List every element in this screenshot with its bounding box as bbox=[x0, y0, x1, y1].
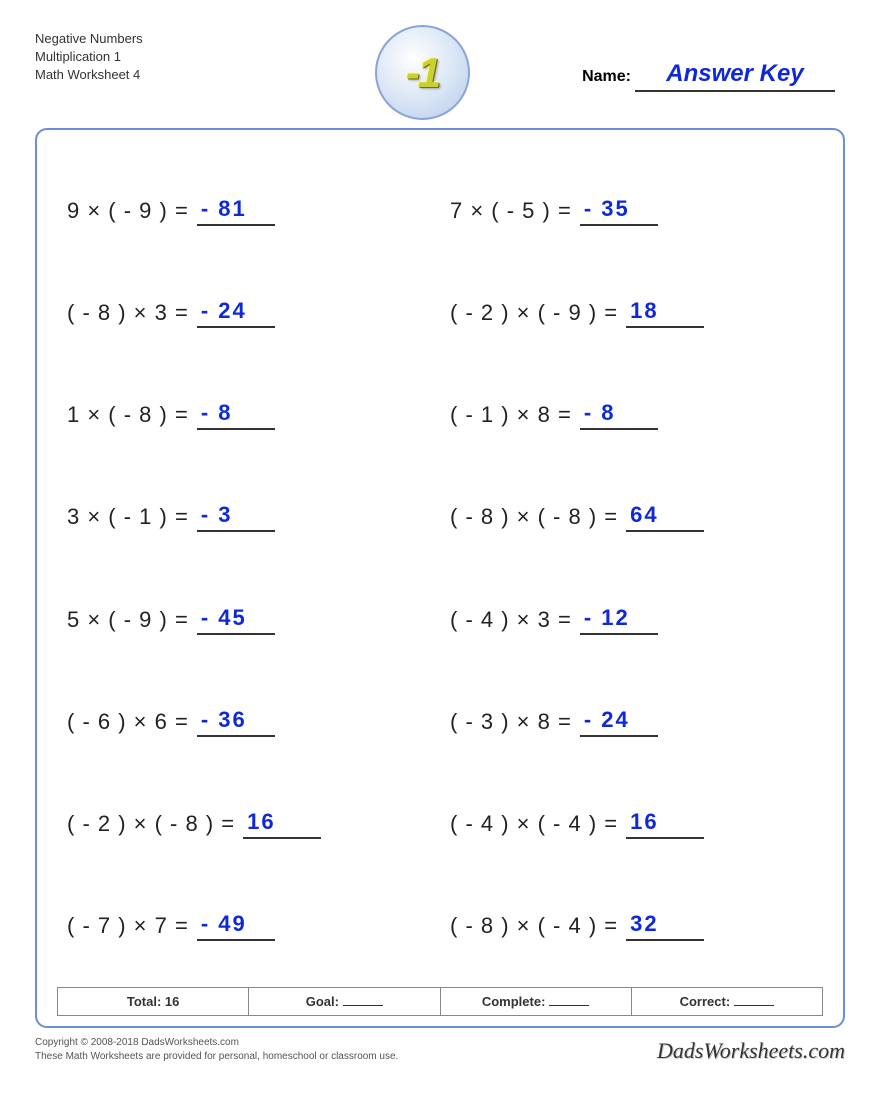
name-line: Answer Key bbox=[635, 60, 835, 92]
worksheet-header: Negative Numbers Multiplication 1 Math W… bbox=[35, 30, 845, 120]
correct-blank bbox=[734, 1005, 774, 1006]
copyright-text: Copyright © 2008-2018 DadsWorksheets.com bbox=[35, 1036, 398, 1050]
problem-row: ( - 7 ) × 7 = - 49 bbox=[67, 875, 430, 977]
problem-row: 7 × ( - 5 ) = - 35 bbox=[450, 160, 813, 262]
badge-icon: -1 bbox=[375, 25, 470, 120]
problem-expression: ( - 8 ) × ( - 4 ) = bbox=[450, 913, 618, 939]
problem-expression: ( - 6 ) × 6 = bbox=[67, 709, 189, 735]
problem-row: ( - 4 ) × ( - 4 ) = 16 bbox=[450, 773, 813, 875]
problem-answer: - 8 bbox=[197, 400, 275, 430]
problem-row: ( - 2 ) × ( - 8 ) = 16 bbox=[67, 773, 430, 875]
problem-row: ( - 4 ) × 3 = - 12 bbox=[450, 569, 813, 671]
problem-answer: - 24 bbox=[197, 298, 275, 328]
problem-row: ( - 8 ) × ( - 8 ) = 64 bbox=[450, 466, 813, 568]
problem-row: 5 × ( - 9 ) = - 45 bbox=[67, 569, 430, 671]
worksheet-title-block: Negative Numbers Multiplication 1 Math W… bbox=[35, 30, 285, 85]
problem-row: 3 × ( - 1 ) = - 3 bbox=[67, 466, 430, 568]
problem-expression: ( - 4 ) × 3 = bbox=[450, 607, 572, 633]
name-field: Name: Answer Key bbox=[582, 60, 835, 92]
score-goal: Goal: bbox=[249, 988, 440, 1015]
complete-blank bbox=[549, 1005, 589, 1006]
title-line-3: Math Worksheet 4 bbox=[35, 66, 285, 84]
problem-row: 9 × ( - 9 ) = - 81 bbox=[67, 160, 430, 262]
problem-expression: 9 × ( - 9 ) = bbox=[67, 198, 189, 224]
problem-answer: - 36 bbox=[197, 707, 275, 737]
name-label: Name: bbox=[582, 68, 631, 86]
problem-row: ( - 1 ) × 8 = - 8 bbox=[450, 364, 813, 466]
problem-row: ( - 6 ) × 6 = - 36 bbox=[67, 671, 430, 773]
problem-expression: 1 × ( - 8 ) = bbox=[67, 402, 189, 428]
problem-answer: - 3 bbox=[197, 502, 275, 532]
footer-note: These Math Worksheets are provided for p… bbox=[35, 1050, 398, 1064]
badge-text: -1 bbox=[406, 49, 439, 97]
problem-answer: 16 bbox=[243, 809, 321, 839]
problem-expression: ( - 8 ) × 3 = bbox=[67, 300, 189, 326]
title-line-1: Negative Numbers bbox=[35, 30, 285, 48]
problem-row: 1 × ( - 8 ) = - 8 bbox=[67, 364, 430, 466]
problem-expression: 3 × ( - 1 ) = bbox=[67, 504, 189, 530]
problem-row: ( - 2 ) × ( - 9 ) = 18 bbox=[450, 262, 813, 364]
problem-expression: ( - 2 ) × ( - 9 ) = bbox=[450, 300, 618, 326]
problems-grid: 9 × ( - 9 ) = - 81 7 × ( - 5 ) = - 35 ( - 8 … bbox=[57, 160, 823, 977]
problem-row: ( - 3 ) × 8 = - 24 bbox=[450, 671, 813, 773]
problem-row: ( - 8 ) × 3 = - 24 bbox=[67, 262, 430, 364]
brand-logo: DadsWorksheets.com bbox=[657, 1038, 845, 1064]
problem-answer: - 49 bbox=[197, 911, 275, 941]
problem-expression: ( - 2 ) × ( - 8 ) = bbox=[67, 811, 235, 837]
problem-expression: ( - 3 ) × 8 = bbox=[450, 709, 572, 735]
problem-expression: ( - 4 ) × ( - 4 ) = bbox=[450, 811, 618, 837]
score-row: Total: 16 Goal: Complete: Correct: bbox=[57, 987, 823, 1016]
problem-expression: 5 × ( - 9 ) = bbox=[67, 607, 189, 633]
problem-expression: 7 × ( - 5 ) = bbox=[450, 198, 572, 224]
problem-expression: ( - 1 ) × 8 = bbox=[450, 402, 572, 428]
worksheet-footer: Copyright © 2008-2018 DadsWorksheets.com… bbox=[35, 1036, 845, 1064]
problem-answer: - 35 bbox=[580, 196, 658, 226]
score-correct: Correct: bbox=[632, 988, 822, 1015]
answer-key-text: Answer Key bbox=[666, 60, 803, 87]
problem-answer: - 8 bbox=[580, 400, 658, 430]
problem-answer: - 45 bbox=[197, 605, 275, 635]
score-complete: Complete: bbox=[441, 988, 632, 1015]
footer-text: Copyright © 2008-2018 DadsWorksheets.com… bbox=[35, 1036, 398, 1064]
problem-expression: ( - 8 ) × ( - 8 ) = bbox=[450, 504, 618, 530]
problem-answer: 64 bbox=[626, 502, 704, 532]
worksheet-body: 9 × ( - 9 ) = - 81 7 × ( - 5 ) = - 35 ( - 8 … bbox=[35, 128, 845, 1028]
problem-answer: - 24 bbox=[580, 707, 658, 737]
goal-blank bbox=[343, 1005, 383, 1006]
problem-row: ( - 8 ) × ( - 4 ) = 32 bbox=[450, 875, 813, 977]
problem-answer: 32 bbox=[626, 911, 704, 941]
title-line-2: Multiplication 1 bbox=[35, 48, 285, 66]
problem-expression: ( - 7 ) × 7 = bbox=[67, 913, 189, 939]
problem-answer: - 81 bbox=[197, 196, 275, 226]
score-total: Total: 16 bbox=[58, 988, 249, 1015]
problem-answer: - 12 bbox=[580, 605, 658, 635]
problem-answer: 18 bbox=[626, 298, 704, 328]
problem-answer: 16 bbox=[626, 809, 704, 839]
